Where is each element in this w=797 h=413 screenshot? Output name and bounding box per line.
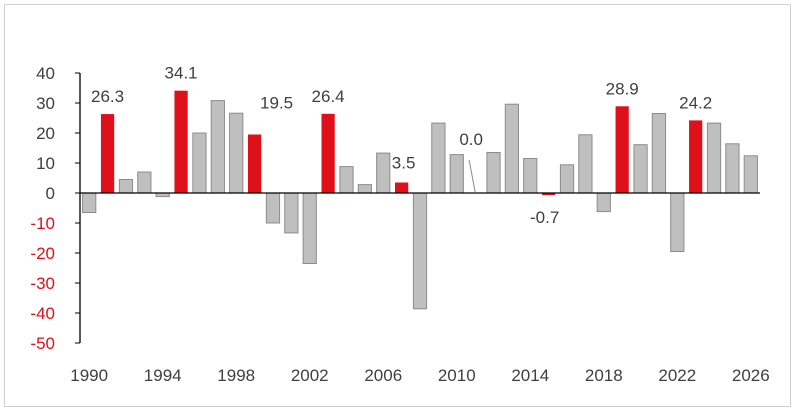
- data-label-2007: 3.5: [392, 154, 416, 173]
- bar-2017: [578, 134, 593, 194]
- x-tick-label: 2018: [585, 366, 623, 385]
- y-tick-label: -10: [30, 214, 55, 233]
- bar-2009: [431, 122, 446, 194]
- x-tick-label: 1990: [70, 366, 108, 385]
- bar-2010: [449, 154, 464, 194]
- bar-2013: [504, 103, 520, 194]
- chart-frame: 40 30 20 10 0 -10 -20 -30 -40 -50 1990 1994 1998 200…: [4, 4, 791, 407]
- y-tick-label: -20: [30, 244, 55, 263]
- bar-2021: [651, 113, 667, 194]
- data-label-2023: 24.2: [679, 93, 712, 112]
- y-tick-label: -50: [30, 334, 55, 353]
- x-tick-label: 2006: [364, 366, 402, 385]
- bar-2023: [689, 120, 703, 193]
- bar-2015: [542, 193, 556, 196]
- bar-2024: [706, 122, 722, 194]
- bar-2012: [486, 152, 501, 194]
- x-tick-label: 2014: [511, 366, 549, 385]
- bar-2008: [412, 192, 428, 310]
- bar-2005: [357, 184, 372, 194]
- bars: [82, 90, 758, 310]
- bar-2018: [596, 192, 611, 213]
- data-label-1991: 26.3: [91, 87, 124, 106]
- bar-2007: [395, 182, 409, 193]
- y-tick-label: 40: [36, 64, 55, 83]
- y-tick-label: 30: [36, 94, 55, 113]
- bar-1993: [137, 171, 152, 194]
- bar-1990: [82, 192, 97, 213]
- bar-1997: [210, 100, 225, 194]
- y-tick-label: -30: [30, 274, 55, 293]
- x-tick-label: 1994: [144, 366, 182, 385]
- bar-2022: [670, 192, 685, 252]
- bar-2026: [743, 155, 758, 194]
- bar-1992: [118, 179, 134, 194]
- bar-1999: [247, 134, 262, 193]
- bar-2006: [376, 152, 391, 194]
- bar-1991: [100, 114, 115, 193]
- bar-2004: [339, 166, 354, 194]
- data-label-2015: -0.7: [530, 208, 559, 227]
- y-axis-tick-labels: 40 30 20 10 0 -10 -20 -30 -40 -50: [30, 64, 55, 353]
- bar-2000: [265, 192, 281, 224]
- bar-1996: [192, 132, 207, 194]
- y-tick-label: -40: [30, 304, 55, 323]
- x-tick-label: 1998: [217, 366, 255, 385]
- data-label-1995: 34.1: [165, 64, 198, 83]
- data-label-2003: 26.4: [312, 87, 345, 106]
- bar-2001: [284, 192, 299, 234]
- x-tick-label: 2026: [732, 366, 770, 385]
- x-tick-label: 2010: [438, 366, 476, 385]
- data-label-2011: 0.0: [459, 130, 483, 149]
- data-label-1999: 19.5: [260, 94, 293, 113]
- bar-2020: [633, 144, 648, 194]
- leader-line: [468, 159, 476, 193]
- y-axis: [75, 72, 81, 344]
- x-tick-label: 2022: [658, 366, 696, 385]
- bar-2003: [321, 113, 335, 193]
- x-axis-tick-labels: 1990 1994 1998 2002 2006 2010 2014 2018 2022 2026: [70, 366, 769, 385]
- bar-1995: [174, 90, 188, 193]
- bar-1998: [229, 112, 244, 194]
- bar-2002: [302, 192, 317, 264]
- y-tick-label: 10: [36, 154, 55, 173]
- y-tick-label: 0: [46, 184, 55, 203]
- x-tick-label: 2002: [291, 366, 329, 385]
- data-label-2019: 28.9: [606, 79, 639, 98]
- y-tick-label: 20: [36, 124, 55, 143]
- bar-2019: [615, 106, 629, 193]
- bar-2016: [559, 164, 575, 194]
- bar-2014: [523, 158, 538, 194]
- data-labels: 26.3 34.1 19.5 26.4 3.5 0.0 -0.7 28.9 24.2: [91, 64, 712, 227]
- bar-2025: [725, 143, 740, 194]
